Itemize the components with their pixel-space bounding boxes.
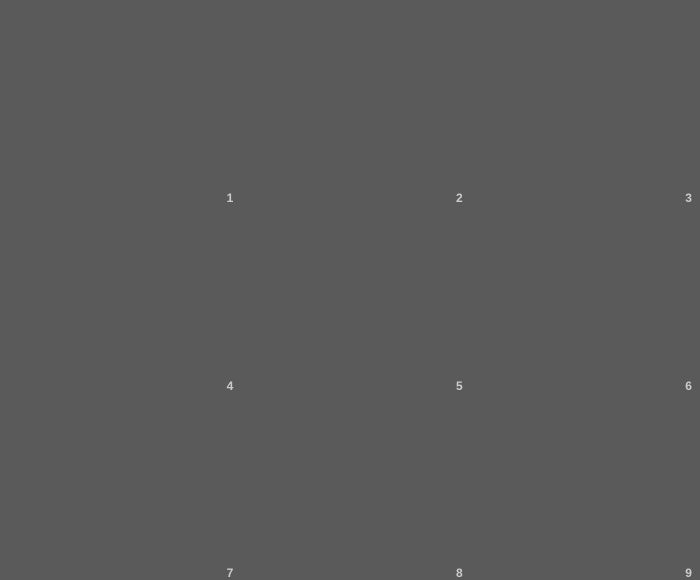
slide-grid: 本章整合 第一PPT模板网-WWW.1PPT.COM 1 知识建构网络 本章整合… bbox=[0, 0, 700, 574]
page-number: 8 bbox=[456, 566, 463, 580]
slide-1: 本章整合 第一PPT模板网-WWW.1PPT.COM 1 bbox=[10, 10, 231, 189]
slide-8: 知识建构网络 本章整合 答案: (1)实 (2)倒立放大 (3)发光物的像暗了一… bbox=[239, 385, 460, 564]
page-number: 7 bbox=[227, 566, 234, 580]
slide-6: 知识建构网络 本章整合 4.(2018 内蒙古赤峰中考)小明在做凸透镜成像规律的… bbox=[469, 197, 690, 376]
page-number: 9 bbox=[685, 566, 692, 580]
slide-9: 第一PPT www.1ppt.com 可以在下列情况使用 个人学习、研究 拷贝模… bbox=[469, 385, 690, 564]
slide-4: 知识建构网络 本章整合 2.(2018 内蒙古包头中考)在做凸透镜成像规律的实验… bbox=[10, 197, 231, 376]
slide-7: 知识建构网络 本章整合 (3)光屏上得到发光物清晰的像时,小明不小心用手指尖触碰… bbox=[10, 385, 231, 564]
slide-5: 知识建构网络 本章整合 3.(2018 甘肃天水中考)在中学物理的学习中,我们经… bbox=[239, 197, 460, 376]
slide-2: 知识建构网络 本章整合 透镜 凸透镜 凹透镜 对光的作用 会聚作用 发散作用 凸… bbox=[239, 10, 460, 189]
slide-3: 知识建构网络 本章整合 1.(2018 内蒙古通辽中考)如图,用手机扫描二维码,… bbox=[469, 10, 690, 189]
